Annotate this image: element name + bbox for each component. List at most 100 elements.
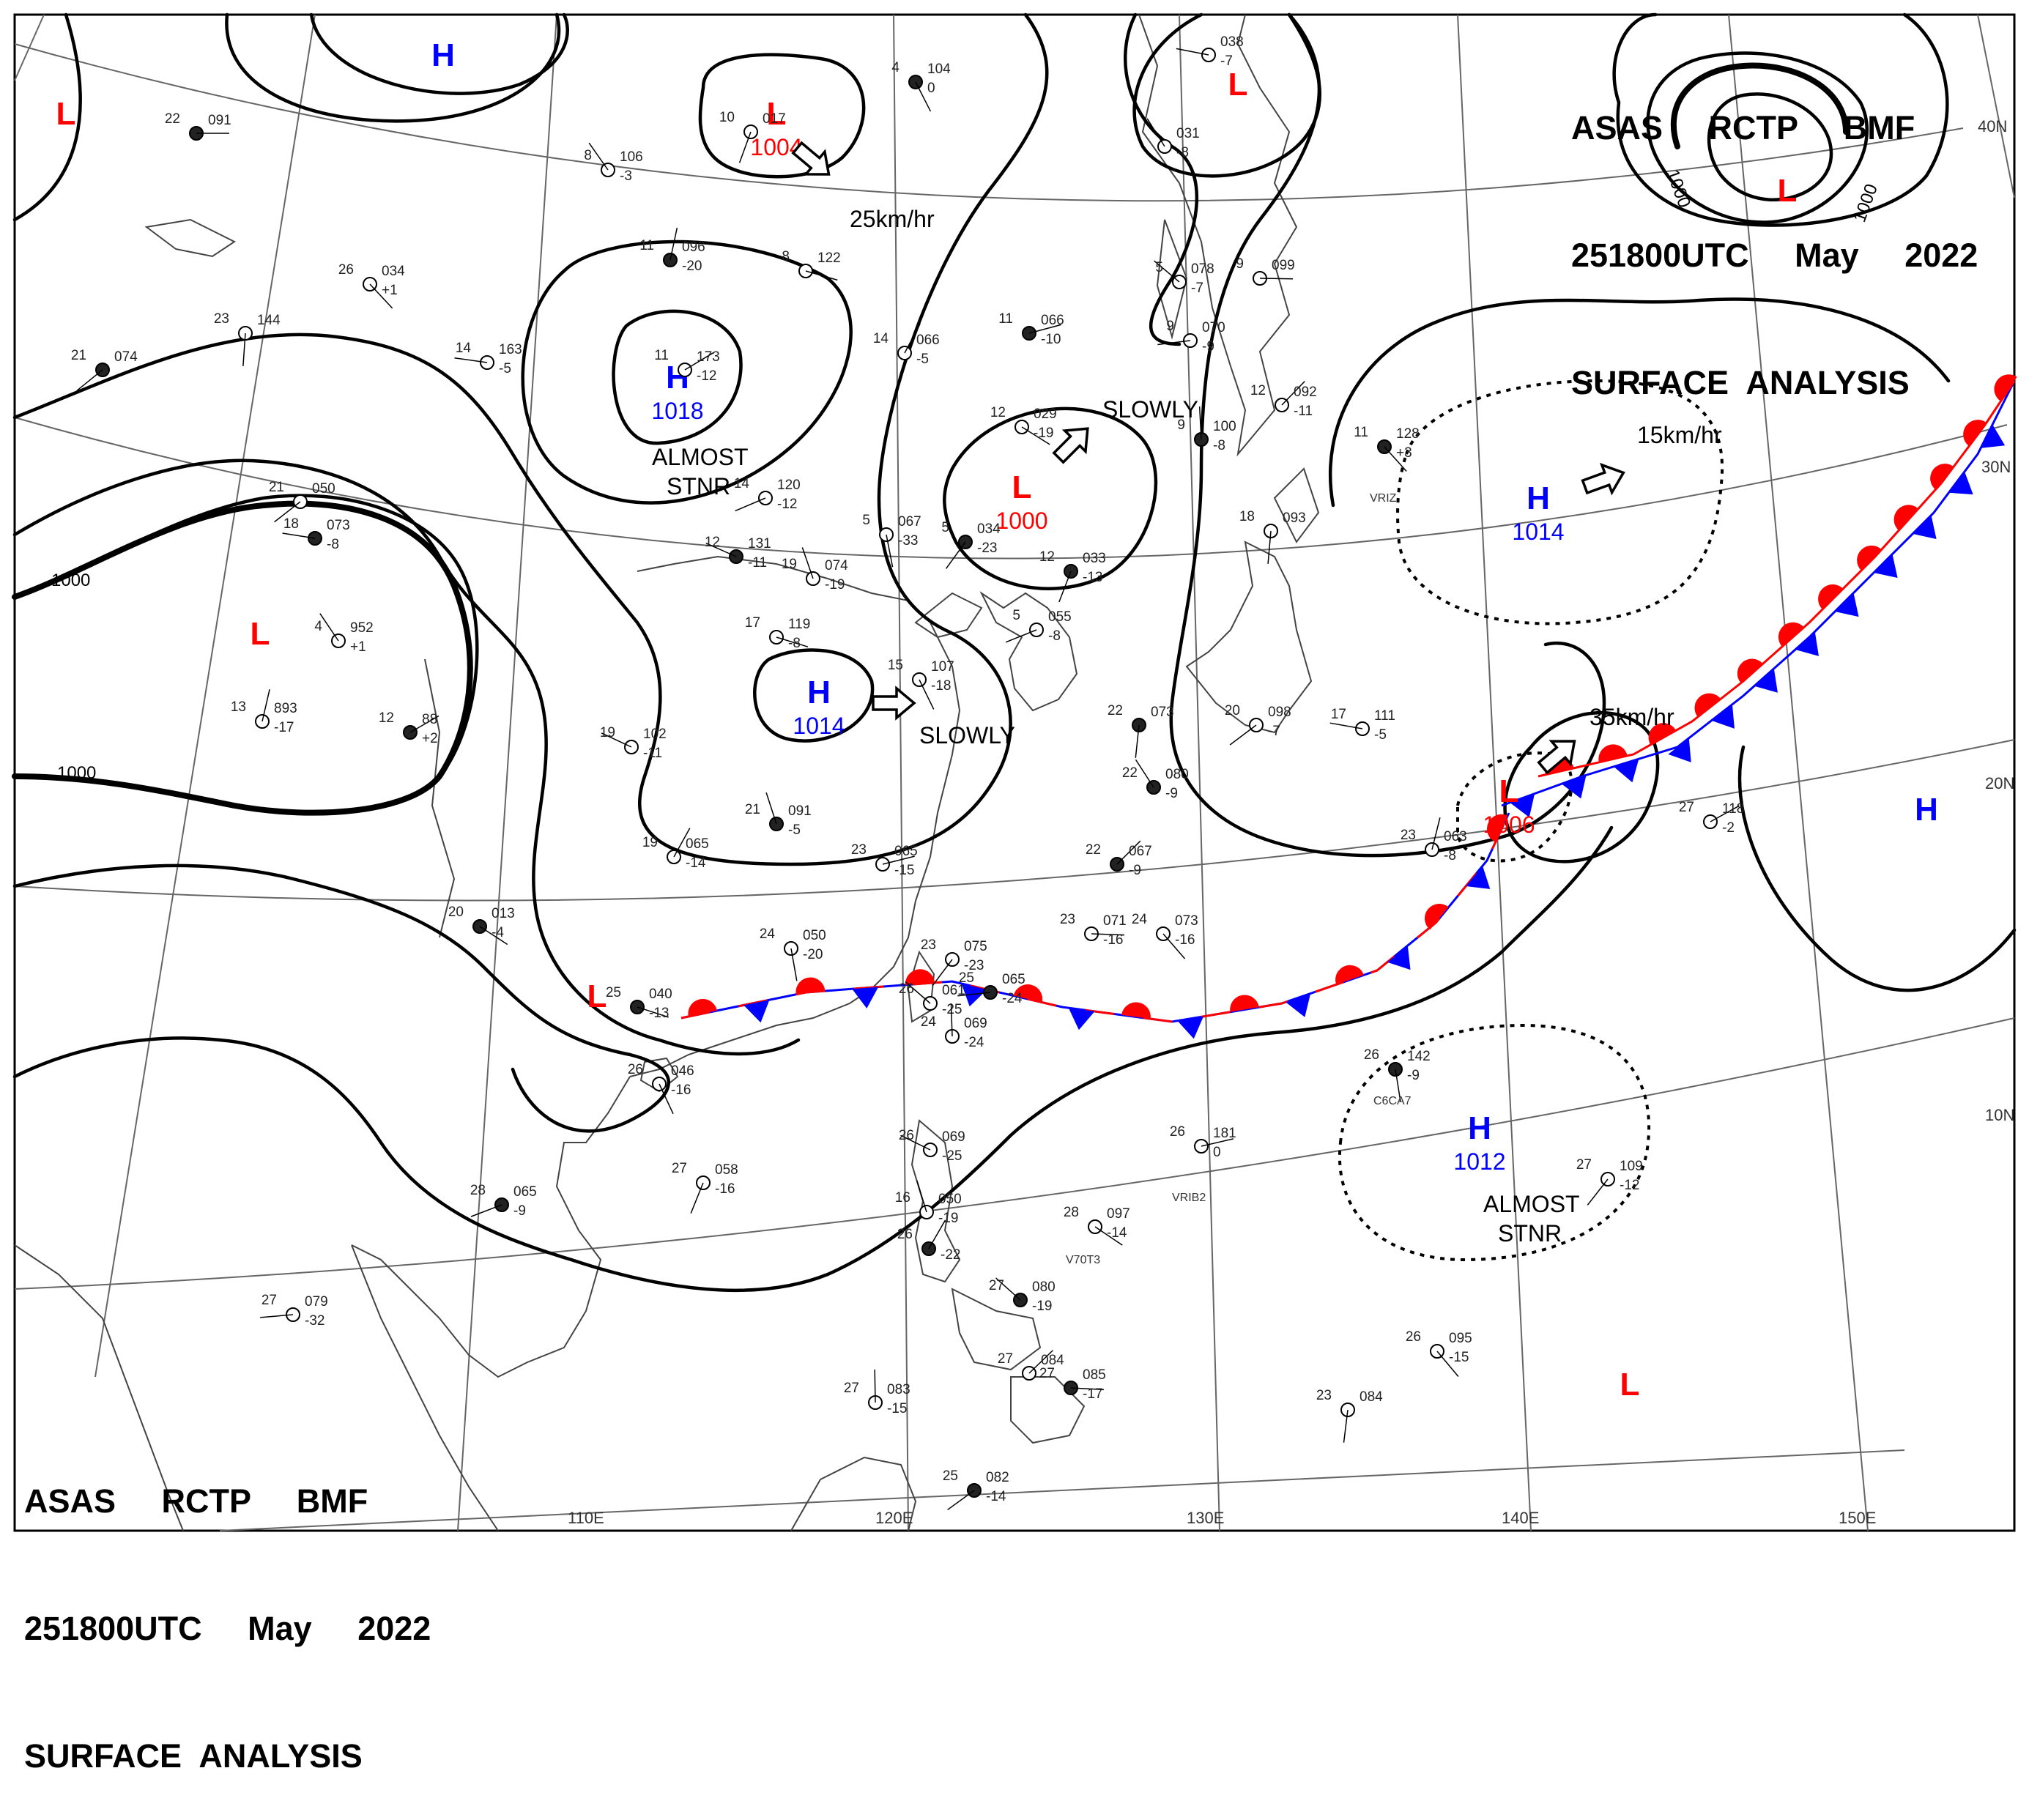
wind-barb-icon xyxy=(1135,724,1140,758)
movement-annotation: ALMOST STNR xyxy=(1483,1191,1580,1247)
header-line-1: ASAS RCTP BMF xyxy=(1571,109,1915,146)
station-temperature: 15 xyxy=(888,658,903,673)
station-temperature: 5 xyxy=(862,513,870,528)
station-plot: 23 065 -15 xyxy=(851,842,918,878)
station-temperature: 27 xyxy=(1039,1366,1055,1381)
station-pressure: 084 xyxy=(1360,1389,1383,1405)
wind-barb-icon xyxy=(1201,1138,1234,1147)
station-plot: 4 952 +1 xyxy=(314,613,374,655)
coast-japan-north xyxy=(1273,467,1320,543)
station-plot: 12 029 -19 xyxy=(990,405,1057,445)
station-plot: 17 119 -8 xyxy=(745,615,810,651)
station-plot: 4 104 0 xyxy=(891,60,951,112)
station-temperature: 27 xyxy=(672,1161,687,1176)
wind-barb-icon xyxy=(735,497,766,512)
wind-barb-icon xyxy=(1229,724,1257,746)
isobar-southwest xyxy=(12,863,670,1133)
station-pressure-tendency: -9 xyxy=(1202,339,1214,354)
high-symbol: H xyxy=(1468,1110,1491,1146)
movement-annotation: SLOWLY xyxy=(1052,396,1198,464)
cold-front-triangle xyxy=(1948,471,1973,495)
station-pressure-tendency: +2 xyxy=(422,731,438,746)
warm-front-semicircle xyxy=(1335,965,1364,985)
station-pressure: 078 xyxy=(1191,261,1214,277)
station-pressure-tendency: -5 xyxy=(499,361,511,376)
station-temperature: 12 xyxy=(1250,383,1266,398)
wind-barb-icon xyxy=(776,636,809,647)
station-temperature: 10 xyxy=(719,110,735,125)
station-pressure: 131 xyxy=(748,536,771,551)
wind-barb-icon xyxy=(950,1003,953,1037)
station-temperature: 24 xyxy=(921,1014,937,1030)
station-pressure: 073 xyxy=(1151,705,1174,720)
station-pressure: 067 xyxy=(1129,844,1152,859)
central-pressure-value: 1014 xyxy=(793,713,845,739)
warm-front-semicircle xyxy=(688,999,717,1017)
station-temperature: 27 xyxy=(261,1293,277,1308)
wind-barb-icon xyxy=(882,855,915,865)
low-pressure-center: L xyxy=(1620,1367,1640,1403)
low-symbol: L xyxy=(56,96,76,132)
station-pressure: 073 xyxy=(1175,913,1198,929)
cold-front-triangle xyxy=(1874,554,1898,579)
station-temperature: 12 xyxy=(990,405,1006,420)
wind-barb-icon xyxy=(261,688,270,722)
station-temperature: 27 xyxy=(1576,1157,1592,1173)
station-pressure: 122 xyxy=(817,250,841,266)
cold-front-triangle xyxy=(852,987,879,1009)
ship-id-c6ca7: C6CA7 xyxy=(1373,1095,1412,1107)
footer-line-3: SURFACE ANALYSIS xyxy=(24,1737,363,1775)
station-temperature: 8 xyxy=(584,148,592,163)
lat-label-40n: 40N xyxy=(1978,117,2007,135)
station-plot: 21 050 xyxy=(269,480,335,523)
wind-barb-icon xyxy=(1070,1387,1104,1391)
station-temperature: 26 xyxy=(897,1227,913,1242)
station-temperature: 21 xyxy=(269,480,284,495)
central-pressure-value: 1018 xyxy=(651,398,703,424)
station-plot: 13 893 -17 xyxy=(231,688,297,735)
wind-barb-icon xyxy=(1157,340,1191,346)
wind-barb-icon xyxy=(1116,840,1141,865)
isobar-h-1012-dotted xyxy=(1338,1023,1651,1262)
station-pressure: 069 xyxy=(964,1016,987,1031)
station-temperature: 12 xyxy=(705,535,720,550)
station-plot: 9 100 -8 xyxy=(1177,406,1236,453)
station-plot: 11 096 -20 xyxy=(639,227,705,274)
station-temperature: 9 xyxy=(1166,319,1174,334)
wind-barb-icon xyxy=(1162,933,1186,959)
station-plot: 24 069 -24 xyxy=(921,1003,987,1050)
station-plot: 12 131 -11 xyxy=(705,535,771,571)
parallel-20n xyxy=(14,739,2015,902)
wind-barb-icon xyxy=(369,283,393,309)
coast-india-bay xyxy=(14,1244,184,1531)
station-pressure-tendency: 0 xyxy=(1213,1145,1221,1160)
station-plot: 12 092 -11 xyxy=(1250,381,1317,419)
station-temperature: 25 xyxy=(606,985,621,1000)
movement-annotation: SLOWLY xyxy=(872,686,1015,749)
warm-front-semicircle xyxy=(1778,622,1804,647)
station-pressure: 063 xyxy=(1444,829,1467,844)
wind-barb-icon xyxy=(947,1490,975,1511)
station-temperature: 26 xyxy=(1406,1329,1421,1345)
station-plot: 24 050 -20 xyxy=(760,926,826,981)
movement-text: 35km/hr xyxy=(1590,704,1674,730)
station-pressure: 173 xyxy=(697,349,720,365)
wind-barb-icon xyxy=(919,679,935,710)
wind-barb-icon xyxy=(1267,530,1272,564)
cold-front-triangle xyxy=(1466,866,1491,889)
low-pressure-center: L xyxy=(1778,173,1798,209)
wind-barb-icon xyxy=(1198,406,1202,440)
station-plot: 16 050 -19 xyxy=(895,1180,962,1226)
meridian-120e xyxy=(893,14,909,1531)
movement-text-line-2: STNR xyxy=(1498,1220,1562,1247)
station-temperature: 17 xyxy=(745,615,760,631)
station-temperature: 14 xyxy=(456,341,472,356)
wind-barb-icon xyxy=(659,1083,674,1115)
station-pressure: 096 xyxy=(682,239,705,255)
station-plot: 19 065 -14 xyxy=(642,828,709,871)
station-temperature: 28 xyxy=(1064,1205,1079,1220)
wind-barb-icon xyxy=(1710,805,1740,822)
station-temperature: 26 xyxy=(1170,1124,1185,1140)
